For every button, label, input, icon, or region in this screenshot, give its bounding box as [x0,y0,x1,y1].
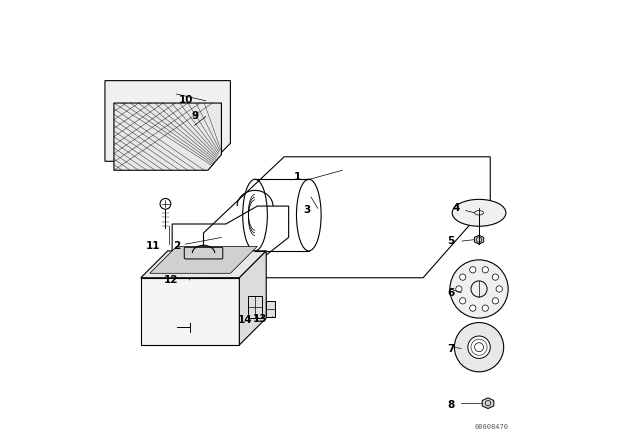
Circle shape [482,305,488,311]
Polygon shape [141,278,239,345]
Text: 2: 2 [173,241,180,250]
Text: 6: 6 [447,288,454,297]
Circle shape [456,286,462,292]
Polygon shape [114,103,221,170]
Circle shape [468,336,490,358]
Polygon shape [141,251,266,278]
Polygon shape [239,251,266,345]
Circle shape [496,286,502,292]
Text: 7: 7 [447,344,454,353]
Text: 11: 11 [145,241,160,250]
Text: 9: 9 [192,112,199,121]
Circle shape [450,260,508,318]
Text: 5: 5 [447,236,454,246]
Text: 1: 1 [294,172,301,182]
Circle shape [454,323,504,372]
Circle shape [460,274,466,280]
Circle shape [470,267,476,273]
Bar [266,301,275,317]
Polygon shape [150,246,257,273]
Circle shape [492,297,499,304]
Polygon shape [474,235,484,244]
Text: 12: 12 [163,275,178,285]
Text: 8: 8 [447,400,454,409]
Bar [248,296,262,318]
Polygon shape [482,398,494,409]
Text: 4: 4 [452,203,460,213]
Ellipse shape [452,199,506,226]
Circle shape [482,267,488,273]
Circle shape [492,274,499,280]
Text: 14: 14 [237,315,252,325]
Circle shape [460,297,466,304]
Text: 00008470: 00008470 [474,424,508,430]
Text: 3: 3 [303,205,310,215]
Text: 10: 10 [179,95,194,105]
Text: 13: 13 [253,314,267,324]
Circle shape [470,305,476,311]
Polygon shape [105,81,230,161]
